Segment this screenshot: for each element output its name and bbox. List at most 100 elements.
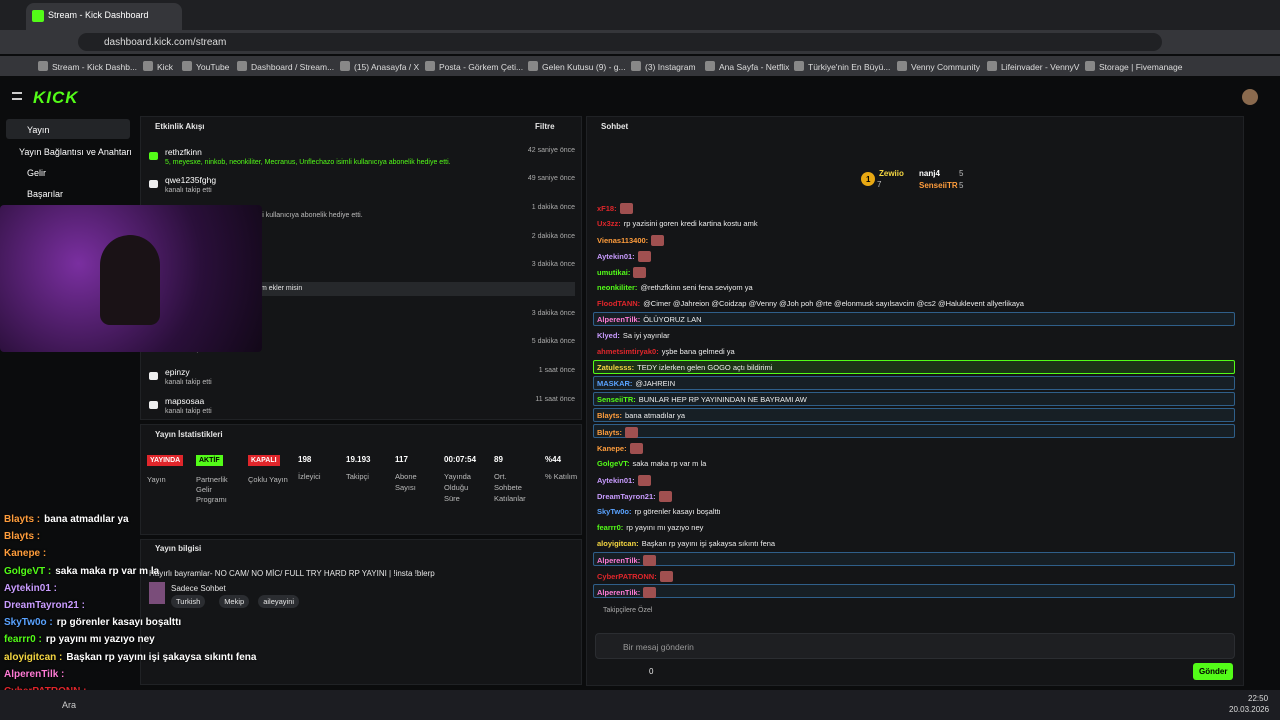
overlay-text: rp yayını mı yazıyo ney [45, 634, 155, 646]
sidebar-item[interactable]: Yayın Bağlantısı ve Anahtarı [19, 147, 132, 157]
clock-date: 20.03.2026 [1229, 705, 1270, 714]
overlay-user: Blayts : [4, 531, 41, 543]
bookmark[interactable]: Dashboard / Stream... [251, 62, 335, 72]
sidebar-item[interactable]: Yayın [27, 125, 50, 135]
chat-user[interactable]: Blayts: [597, 411, 623, 420]
event-time: 2 dakika önce [531, 233, 575, 240]
overlay-text: saka maka rp var m la [55, 565, 160, 577]
tag[interactable]: aileyayini [258, 595, 300, 608]
chat-user[interactable]: CyberPATRONN: [597, 572, 657, 581]
chat-user[interactable]: DreamTayron21: [597, 492, 656, 501]
bookmark[interactable]: Lifeinvader - VennyV [1001, 62, 1080, 72]
highlight [593, 424, 1235, 438]
right-rail [1246, 116, 1280, 686]
bookmark[interactable]: YouTube [196, 62, 230, 72]
overlay-message: Aytekin01 : [4, 583, 57, 594]
overlay-user: Kanepe : [4, 548, 47, 560]
bookmark-icon [425, 61, 435, 71]
event-time: 1 dakika önce [531, 204, 575, 211]
bookmark[interactable]: Gelen Kutusu (9) - g... [542, 62, 626, 72]
chat-text: TEDY izlerken gelen GOGO açtı bildirimi [637, 363, 773, 372]
bookmark[interactable]: Türkiye'nin En Büyü... [808, 62, 891, 72]
event-desc: 5, meyesxe, ninkob, neonkiliter, Mecranu… [165, 159, 451, 166]
overlay-message: Kanepe : [4, 548, 46, 559]
tag[interactable]: Turkish [171, 595, 206, 608]
chat-user[interactable]: Klyed: [597, 331, 620, 340]
chat-message: umutikai: [597, 267, 647, 278]
chat-user[interactable]: Kanepe: [597, 444, 627, 453]
top-user: nanj4 [919, 169, 940, 178]
send-button[interactable]: Gönder [1193, 663, 1234, 680]
bookmark-icon [237, 61, 247, 71]
chat-user[interactable]: GolgeVT: [597, 459, 630, 468]
bookmark[interactable]: (3) Instagram [645, 62, 696, 72]
url: dashboard.kick.com/stream [104, 37, 227, 48]
chat-user[interactable]: AlperenTilk: [597, 556, 641, 565]
tab[interactable]: Stream - Kick Dashboard [26, 3, 182, 30]
avatar[interactable] [1242, 89, 1258, 105]
bookmark-icon [1085, 61, 1095, 71]
bookmark[interactable]: Stream - Kick Dashb... [52, 62, 138, 72]
filter[interactable]: Filtre [535, 122, 555, 131]
emote [651, 235, 665, 246]
chat-user[interactable]: Zatulesss: [597, 363, 635, 372]
chat-message: MASKAR: @JAHREIN [597, 379, 675, 388]
overlay-message: AlperenTilk : [4, 669, 64, 680]
top-count: 7 [877, 180, 882, 189]
sidebar-item[interactable]: Gelir [27, 168, 47, 178]
bookmark[interactable]: Posta - Görkem Çeti... [439, 62, 524, 72]
logo[interactable]: KICK [33, 88, 79, 107]
overlay-text: Başkan rp yayını işi şakaysa sıkıntı fen… [66, 651, 257, 663]
panel-title: Sohbet [601, 122, 629, 131]
stat-value: 89 [494, 455, 503, 464]
chat-user[interactable]: Vienas113400: [597, 236, 649, 245]
bookmark[interactable]: Venny Community [911, 62, 980, 72]
stat-label: İzleyici [298, 472, 321, 481]
chat-user[interactable]: neonkiliter: [597, 283, 638, 292]
taskbar-search[interactable]: Ara [62, 700, 77, 710]
chat-user[interactable]: Aytekin01: [597, 476, 635, 485]
bookmark-icon [794, 61, 804, 71]
overlay-message: SkyTw0o : rp görenler kasayı boşalttı [4, 617, 181, 628]
chat-user[interactable]: umutikai: [597, 268, 631, 277]
bookmark[interactable]: (15) Anasayfa / X [354, 62, 420, 72]
status-label: Yayın [147, 475, 166, 484]
chat-user[interactable]: FloodTANN: [597, 299, 641, 308]
chat-user[interactable]: MASKAR: [597, 379, 633, 388]
chat-user[interactable]: SenseiiTR: [597, 395, 636, 404]
chat-user[interactable]: xF18: [597, 204, 617, 213]
address-bar[interactable]: dashboard.kick.com/stream [78, 33, 1162, 51]
chat-message: aloyigitcan: Başkan rp yayını işi şakaysa… [597, 539, 775, 548]
emote [633, 267, 647, 278]
menu-icon[interactable] [12, 92, 22, 100]
chat-user[interactable]: aloyigitcan: [597, 539, 639, 548]
panel-title: Yayın İstatistikleri [155, 430, 223, 439]
tab-title: Stream - Kick Dashboard [48, 10, 149, 20]
overlay-user: AlperenTilk : [4, 668, 65, 680]
tag[interactable]: Mekip [219, 595, 250, 608]
chat-user[interactable]: AlperenTilk: [597, 315, 641, 324]
event-desc: kanalı takip etti [165, 379, 212, 386]
bookmark[interactable]: Kick [157, 62, 174, 72]
chat-text: rp yayını mı yazıyo ney [626, 523, 704, 532]
chat-user[interactable]: AlperenTilk: [597, 588, 641, 597]
input-box[interactable] [595, 633, 1235, 659]
tab-bar [0, 0, 1280, 30]
overlay-user: DreamTayron21 : [4, 600, 85, 611]
emote [637, 475, 651, 486]
chat-user[interactable]: Aytekin01: [597, 252, 635, 261]
sidebar-item[interactable]: Başarılar [27, 189, 64, 199]
chat-text: @JAHREIN [635, 379, 676, 388]
overlay-user: SkyTw0o : [4, 617, 53, 629]
bookmark[interactable]: Ana Sayfa - Netflix [719, 62, 790, 72]
chat-user[interactable]: fearrr0: [597, 523, 624, 532]
chat-user[interactable]: SkyTw0o: [597, 507, 632, 516]
chat-user[interactable]: Ux3zz: [597, 219, 621, 228]
chat-user[interactable]: ahmetsimtiryak0: [597, 347, 659, 356]
bookmark-icon [897, 61, 907, 71]
bookmark[interactable]: Storage | Fivemanage [1099, 62, 1183, 72]
overlay-message: DreamTayron21 : [4, 600, 85, 611]
chat-user[interactable]: Blayts: [597, 428, 623, 437]
category: Sadece Sohbet [171, 584, 226, 593]
chat-message: Klyed: Sa iyi yayınlar [597, 331, 670, 340]
